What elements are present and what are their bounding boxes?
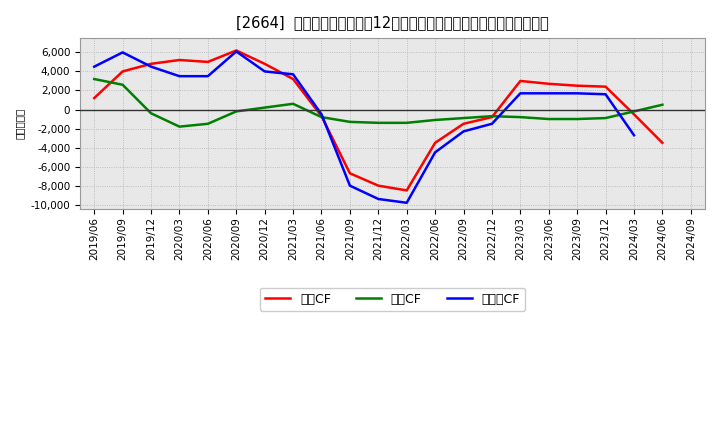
投資CF [431,117,439,123]
フリーCF [487,121,496,126]
フリーCF [402,200,411,205]
Line: 営業CF: 営業CF [94,51,662,191]
投資CF [147,111,156,116]
Legend: 営業CF, 投資CF, フリーCF: 営業CF, 投資CF, フリーCF [260,288,525,311]
投資CF [346,119,354,125]
営業CF [630,112,639,117]
フリーCF [232,49,240,54]
フリーCF [261,69,269,74]
投資CF [601,115,610,121]
フリーCF [459,129,468,134]
フリーCF [90,64,99,70]
フリーCF [204,73,212,79]
Line: フリーCF: フリーCF [94,51,634,203]
フリーCF [175,73,184,79]
投資CF [658,102,667,107]
フリーCF [516,91,525,96]
営業CF [487,114,496,120]
フリーCF [374,196,382,202]
フリーCF [318,112,326,117]
フリーCF [147,64,156,70]
投資CF [630,109,639,114]
営業CF [658,140,667,146]
営業CF [147,61,156,66]
営業CF [261,61,269,66]
営業CF [431,140,439,146]
投資CF [544,117,553,122]
投資CF [573,117,582,122]
フリーCF [289,72,297,77]
投資CF [459,115,468,121]
営業CF [374,183,382,188]
営業CF [204,59,212,65]
投資CF [232,109,240,114]
フリーCF [630,132,639,138]
Y-axis label: （百万円）: （百万円） [15,108,25,139]
営業CF [118,69,127,74]
営業CF [318,114,326,119]
営業CF [459,121,468,126]
投資CF [374,120,382,125]
Title: [2664]  キャッシュフローの12か月移動合計の対前年同期増減額の推移: [2664] キャッシュフローの12か月移動合計の対前年同期増減額の推移 [236,15,549,30]
フリーCF [573,91,582,96]
営業CF [90,95,99,101]
投資CF [261,105,269,110]
フリーCF [118,50,127,55]
投資CF [204,121,212,126]
営業CF [402,188,411,193]
営業CF [601,84,610,89]
営業CF [573,83,582,88]
営業CF [516,78,525,84]
投資CF [318,114,326,120]
フリーCF [544,91,553,96]
投資CF [118,82,127,88]
投資CF [175,124,184,129]
フリーCF [431,150,439,155]
投資CF [516,114,525,120]
フリーCF [601,92,610,97]
投資CF [90,77,99,82]
営業CF [175,57,184,62]
フリーCF [346,183,354,188]
営業CF [544,81,553,86]
営業CF [289,77,297,82]
営業CF [232,48,240,53]
Line: 投資CF: 投資CF [94,79,662,127]
投資CF [487,114,496,119]
投資CF [402,120,411,125]
投資CF [289,101,297,106]
営業CF [346,171,354,176]
